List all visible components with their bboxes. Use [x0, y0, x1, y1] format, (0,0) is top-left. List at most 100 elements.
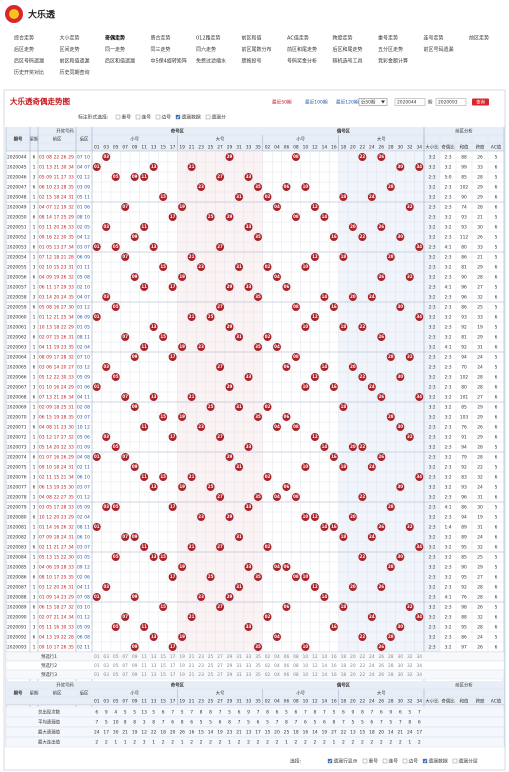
preselect-cell[interactable]: 08: [293, 663, 299, 669]
preselect-cell[interactable]: 25: [208, 654, 214, 660]
preselect-cell[interactable]: 03: [103, 663, 109, 669]
preselect-cell[interactable]: 02: [265, 672, 271, 678]
preselect-cell[interactable]: 06: [284, 672, 290, 678]
checkbox[interactable]: [205, 114, 211, 120]
preselect-cell[interactable]: 35: [255, 654, 261, 660]
preselect-cell[interactable]: 07: [122, 654, 128, 660]
nav-link[interactable]: 重号走势: [378, 35, 398, 42]
period-link[interactable]: 最近100期: [305, 99, 328, 106]
nav-link[interactable]: 号码奖金分析: [287, 58, 317, 65]
nav-link[interactable]: AC值走势: [287, 35, 309, 42]
preselect-cell[interactable]: 14: [322, 654, 328, 660]
preselect-cell[interactable]: 12: [312, 663, 318, 669]
period-select[interactable]: [358, 98, 388, 106]
preselect-cell[interactable]: 20: [350, 663, 356, 669]
preselect-cell[interactable]: 15: [160, 672, 166, 678]
preselect-cell[interactable]: 33: [246, 672, 252, 678]
nav-link[interactable]: 竞彩金额计算: [378, 58, 408, 65]
preselect-cell[interactable]: 04: [274, 654, 280, 660]
preselect-cell[interactable]: 15: [160, 654, 166, 660]
preselect-cell[interactable]: 16: [331, 663, 337, 669]
preselect-cell[interactable]: 07: [122, 672, 128, 678]
nav-link[interactable]: 历史同期查询: [60, 69, 90, 76]
nav-link[interactable]: 012路走势: [196, 35, 221, 42]
preselect-cell[interactable]: 19: [179, 654, 185, 660]
preselect-cell[interactable]: 06: [284, 663, 290, 669]
nav-link[interactable]: 同六走势: [196, 46, 216, 53]
preselect-cell[interactable]: 15: [160, 663, 166, 669]
preselect-cell[interactable]: 23: [198, 654, 204, 660]
preselect-cell[interactable]: 26: [379, 663, 385, 669]
preselect-cell[interactable]: 25: [208, 663, 214, 669]
preselect-cell[interactable]: 31: [236, 663, 242, 669]
preselect-cell[interactable]: 22: [360, 663, 366, 669]
preselect-cell[interactable]: 28: [388, 663, 394, 669]
to-input[interactable]: [435, 98, 467, 106]
preselect-cell[interactable]: 26: [379, 672, 385, 678]
preselect-cell[interactable]: 22: [360, 672, 366, 678]
preselect-cell[interactable]: 23: [198, 672, 204, 678]
nav-link[interactable]: 区间走势: [60, 46, 80, 53]
preselect-cell[interactable]: 06: [284, 654, 290, 660]
preselect-cell[interactable]: 03: [103, 672, 109, 678]
preselect-cell[interactable]: 08: [293, 672, 299, 678]
preselect-cell[interactable]: 32: [407, 672, 413, 678]
preselect-cell[interactable]: 16: [331, 672, 337, 678]
preselect-cell[interactable]: 01: [94, 672, 100, 678]
nav-link[interactable]: 免费过滤缩水: [196, 58, 226, 65]
preselect-cell[interactable]: 17: [170, 663, 176, 669]
preselect-cell[interactable]: 04: [274, 663, 280, 669]
nav-link[interactable]: 前区尾数分布: [242, 46, 272, 53]
from-input[interactable]: [394, 98, 426, 106]
preselect-cell[interactable]: 18: [341, 672, 347, 678]
preselect-cell[interactable]: 05: [113, 663, 119, 669]
preselect-cell[interactable]: 11: [141, 663, 147, 669]
preselect-cell[interactable]: 16: [331, 654, 337, 660]
preselect-cell[interactable]: 04: [274, 672, 280, 678]
checkbox[interactable]: [175, 114, 181, 120]
preselect-cell[interactable]: 30: [397, 654, 403, 660]
preselect-cell[interactable]: 23: [198, 663, 204, 669]
preselect-cell[interactable]: 08: [293, 654, 299, 660]
nav-link[interactable]: 连号走势: [424, 35, 444, 42]
preselect-cell[interactable]: 01: [94, 654, 100, 660]
preselect-cell[interactable]: 14: [322, 663, 328, 669]
nav-link[interactable]: 大小走势: [60, 35, 80, 42]
preselect-cell[interactable]: 30: [397, 672, 403, 678]
nav-link[interactable]: 奇偶走势: [105, 35, 125, 42]
preselect-cell[interactable]: 24: [369, 663, 375, 669]
preselect-cell[interactable]: 33: [246, 663, 252, 669]
nav-link[interactable]: 中5保4旋转矩阵: [151, 58, 187, 65]
preselect-cell[interactable]: 19: [179, 663, 185, 669]
nav-link[interactable]: 五分区走势: [378, 46, 403, 53]
preselect-cell[interactable]: 17: [170, 672, 176, 678]
nav-link[interactable]: 历史开奖对比: [14, 69, 44, 76]
preselect-cell[interactable]: 13: [151, 672, 157, 678]
preselect-cell[interactable]: 27: [217, 654, 223, 660]
checkbox[interactable]: [135, 114, 141, 120]
preselect-cell[interactable]: 21: [189, 672, 195, 678]
preselect-cell[interactable]: 27: [217, 663, 223, 669]
preselect-cell[interactable]: 29: [227, 663, 233, 669]
nav-link[interactable]: 后区走势: [14, 46, 34, 53]
period-link[interactable]: 最近50期: [272, 99, 292, 106]
preselect-cell[interactable]: 12: [312, 672, 318, 678]
preselect-cell[interactable]: 35: [255, 672, 261, 678]
nav-link[interactable]: 胆拖投号: [242, 58, 262, 65]
preselect-cell[interactable]: 28: [388, 654, 394, 660]
preselect-cell[interactable]: 20: [350, 654, 356, 660]
preselect-cell[interactable]: 33: [246, 654, 252, 660]
preselect-cell[interactable]: 17: [170, 654, 176, 660]
nav-link[interactable]: 前区走势: [469, 35, 489, 42]
nav-link[interactable]: 前区号码遗漏: [424, 46, 454, 53]
preselect-cell[interactable]: 21: [189, 663, 195, 669]
preselect-cell[interactable]: 09: [132, 672, 138, 678]
period-link[interactable]: 最近120期: [336, 99, 359, 106]
preselect-cell[interactable]: 01: [94, 663, 100, 669]
query-button[interactable]: [472, 98, 489, 106]
preselect-cell[interactable]: 34: [416, 672, 422, 678]
preselect-cell[interactable]: 02: [265, 654, 271, 660]
preselect-cell[interactable]: 34: [416, 663, 422, 669]
preselect-cell[interactable]: 21: [189, 654, 195, 660]
preselect-cell[interactable]: 11: [141, 654, 147, 660]
